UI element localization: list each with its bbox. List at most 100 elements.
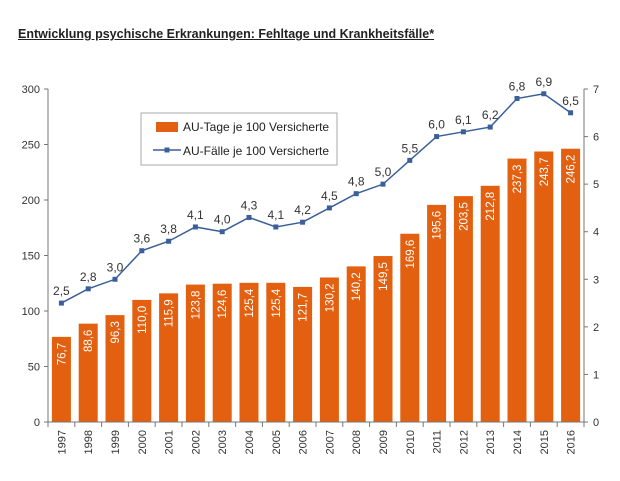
page-title: Entwicklung psychische Erkrankungen: Feh… (18, 27, 435, 41)
y2-tick-label: 5 (593, 179, 599, 191)
bar (561, 148, 581, 422)
line-data-label: 6,1 (455, 113, 472, 127)
bar (159, 293, 179, 422)
x-tick-label: 2002 (190, 430, 202, 454)
bar (427, 204, 447, 422)
x-tick-label: 1997 (56, 430, 68, 454)
bar-data-label: 140,2 (351, 272, 363, 301)
y2-tick-label: 0 (593, 417, 599, 429)
bar (373, 256, 393, 422)
x-tick-label: 2005 (271, 430, 283, 454)
y-tick-label: 300 (22, 84, 40, 96)
bar-data-label: 88,6 (83, 330, 95, 352)
bar-data-label: 246,2 (566, 155, 578, 184)
line-point (326, 205, 332, 211)
bar (534, 151, 554, 423)
bar (507, 158, 527, 423)
bar (105, 315, 125, 422)
bar-data-label: 96,3 (110, 321, 122, 343)
line-data-label: 6,9 (535, 75, 552, 89)
bar-data-label: 115,9 (164, 299, 176, 327)
legend-bar-swatch (156, 122, 178, 132)
line-point (407, 157, 413, 163)
bar-data-label: 125,4 (244, 288, 256, 317)
x-tick-label: 2016 (566, 430, 578, 454)
x-tick-label: 2014 (512, 430, 524, 454)
line-data-label: 4,1 (187, 208, 204, 222)
bar-data-label: 124,6 (217, 290, 229, 319)
line-point (353, 191, 359, 197)
line-point (380, 181, 386, 187)
y2-tick-label: 6 (593, 132, 599, 144)
line-point (246, 214, 252, 220)
line-series: 2,5 2,8 3,0 3,6 3,8 4,1 4,0 4,3 4,1 4,2 4,5 4,8 5,0 5… (53, 75, 579, 306)
bar (78, 323, 98, 422)
x-tick-label: 2007 (324, 430, 336, 454)
bar-data-label: 110,0 (137, 306, 149, 334)
bar (132, 299, 152, 422)
line-point (300, 219, 306, 225)
line-point (541, 91, 547, 97)
line-data-label: 4,0 (214, 213, 231, 227)
y-tick-label: 100 (22, 306, 40, 318)
x-tick-label: 2003 (217, 430, 229, 454)
line-point (219, 229, 225, 235)
y-tick-label: 0 (34, 417, 40, 429)
x-tick-label: 1999 (110, 430, 122, 454)
line-data-label: 2,5 (53, 284, 70, 298)
line-point (112, 276, 118, 282)
bars: 76,7 88,6 96,3 110,0 115,9 123,8 124,6 125,4 125… (51, 148, 581, 423)
bar-data-label: 121,7 (298, 293, 310, 322)
bar-data-label: 169,6 (405, 240, 417, 269)
x-tick-label: 2000 (137, 430, 149, 454)
bar-data-label: 243,7 (539, 157, 551, 186)
line-point (192, 224, 198, 230)
axes: 0 50 100 150 200 250 300 0 1 2 3 4 5 6 7 1997 1998 1999 20… (22, 84, 599, 454)
bar-data-label: 195,6 (432, 211, 444, 240)
bar (346, 266, 366, 422)
line-data-label: 4,8 (348, 175, 365, 189)
bar (453, 196, 473, 422)
x-tick-label: 1998 (83, 430, 95, 454)
bar (293, 286, 313, 422)
x-tick-label: 2004 (244, 430, 256, 454)
y-tick-label: 150 (22, 251, 40, 263)
bar (212, 283, 232, 422)
line-data-label: 6,0 (428, 118, 445, 132)
legend: AU-Tage je 100 Versicherte AU-Fälle je 1… (140, 112, 338, 166)
bar-data-label: 125,4 (271, 288, 283, 317)
y2-tick-label: 1 (593, 369, 599, 381)
bar (266, 282, 286, 422)
line-point (273, 224, 279, 230)
bar-data-label: 149,5 (378, 262, 390, 291)
bar-data-label: 130,2 (324, 283, 336, 312)
line-data-label: 4,3 (241, 198, 258, 212)
y-tick-label: 200 (22, 195, 40, 207)
bar (185, 284, 205, 422)
y2-tick-label: 7 (593, 84, 599, 96)
bar (239, 282, 259, 422)
y2-tick-label: 2 (593, 322, 599, 334)
series-line (61, 92, 572, 304)
line-point (460, 129, 466, 135)
bar (400, 233, 420, 422)
line-point (568, 110, 574, 116)
bar (51, 336, 71, 422)
bar-data-label: 237,3 (512, 165, 524, 194)
line-data-label: 5,0 (375, 165, 392, 179)
line-point (58, 300, 64, 306)
y-tick-label: 50 (28, 362, 40, 374)
line-data-label: 5,5 (401, 141, 418, 155)
x-tick-label: 2015 (539, 430, 551, 454)
legend-line-marker (164, 147, 170, 153)
line-data-label: 3,0 (107, 260, 124, 274)
line-data-label: 6,8 (509, 80, 526, 94)
x-tick-label: 2011 (432, 430, 444, 454)
x-tick-label: 2013 (485, 430, 497, 454)
line-data-label: 6,2 (482, 108, 499, 122)
line-data-label: 4,5 (321, 189, 338, 203)
y-tick-label: 250 (22, 140, 40, 152)
x-tick-label: 2009 (378, 430, 390, 454)
line-point (514, 96, 520, 102)
